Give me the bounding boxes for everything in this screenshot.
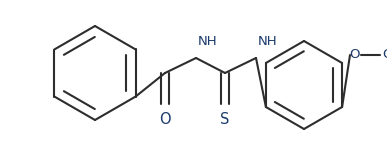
Text: NH: NH: [198, 35, 217, 48]
Text: NH: NH: [258, 35, 277, 48]
Text: O: O: [159, 112, 171, 127]
Text: CH₃: CH₃: [382, 49, 387, 61]
Text: O: O: [350, 49, 360, 61]
Text: S: S: [220, 112, 230, 127]
